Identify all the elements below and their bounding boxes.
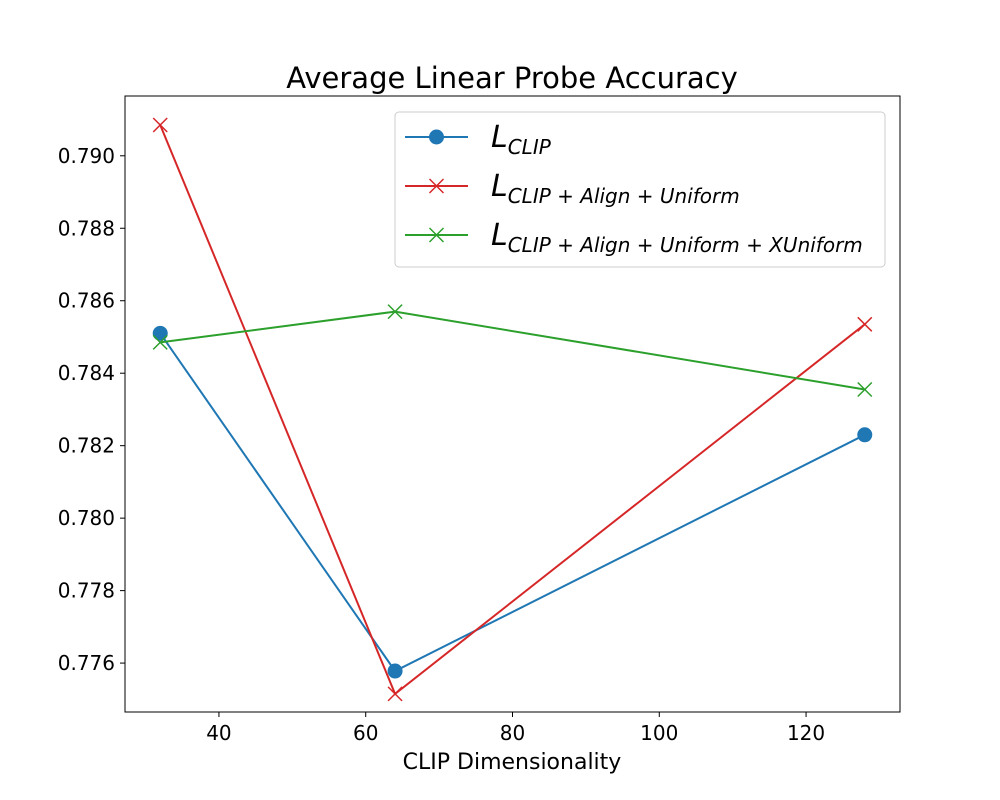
plot-area: [152, 117, 873, 702]
chart-title: Average Linear Probe Accuracy: [286, 61, 738, 95]
y-tick-label: 0.784: [58, 361, 115, 385]
data-point: [387, 686, 403, 702]
data-point: [857, 316, 873, 332]
legend-item: LCLIP + Align + Uniform: [405, 169, 740, 208]
y-axis: 0.776 0.778 0.780 0.782 0.784 0.786 0.788 0.790: [58, 144, 125, 675]
y-tick-label: 0.788: [58, 216, 115, 240]
data-point: [387, 304, 403, 320]
x-axis: 40 60 80 100 120: [206, 712, 825, 745]
y-tick-label: 0.776: [58, 651, 115, 675]
x-tick-label: 60: [353, 721, 378, 745]
legend: LCLIP LCLIP + Align + Uniform LCLIP + Alig…: [394, 111, 886, 268]
legend-box: [394, 111, 886, 268]
y-tick-label: 0.790: [58, 144, 115, 168]
data-point: [152, 325, 168, 341]
series-1: [152, 325, 873, 679]
legend-label: LCLIP + Align + Uniform + XUniform: [491, 218, 863, 257]
y-tick-label: 0.780: [58, 506, 115, 530]
x-tick-label: 80: [500, 721, 525, 745]
legend-marker: [428, 227, 445, 243]
legend-label: LCLIP: [491, 120, 552, 159]
y-tick-label: 0.786: [58, 289, 115, 313]
data-point: [152, 117, 168, 133]
data-point: [387, 663, 403, 679]
series-2: [152, 117, 873, 702]
data-point: [857, 381, 873, 398]
y-tick-label: 0.778: [58, 579, 115, 603]
legend-item: LCLIP: [405, 120, 552, 159]
y-tick-label: 0.782: [58, 434, 115, 458]
x-axis-label: CLIP Dimensionality: [403, 750, 622, 775]
legend-marker: [428, 178, 445, 194]
x-tick-label: 120: [787, 721, 825, 745]
data-point: [152, 334, 168, 350]
series-3: [152, 304, 873, 398]
legend-label: LCLIP + Align + Uniform: [491, 169, 740, 208]
legend-marker: [429, 129, 444, 145]
legend-item: LCLIP + Align + Uniform + XUniform: [405, 218, 863, 257]
x-tick-label: 100: [640, 721, 678, 745]
data-point: [857, 427, 873, 443]
x-tick-label: 40: [206, 721, 231, 745]
